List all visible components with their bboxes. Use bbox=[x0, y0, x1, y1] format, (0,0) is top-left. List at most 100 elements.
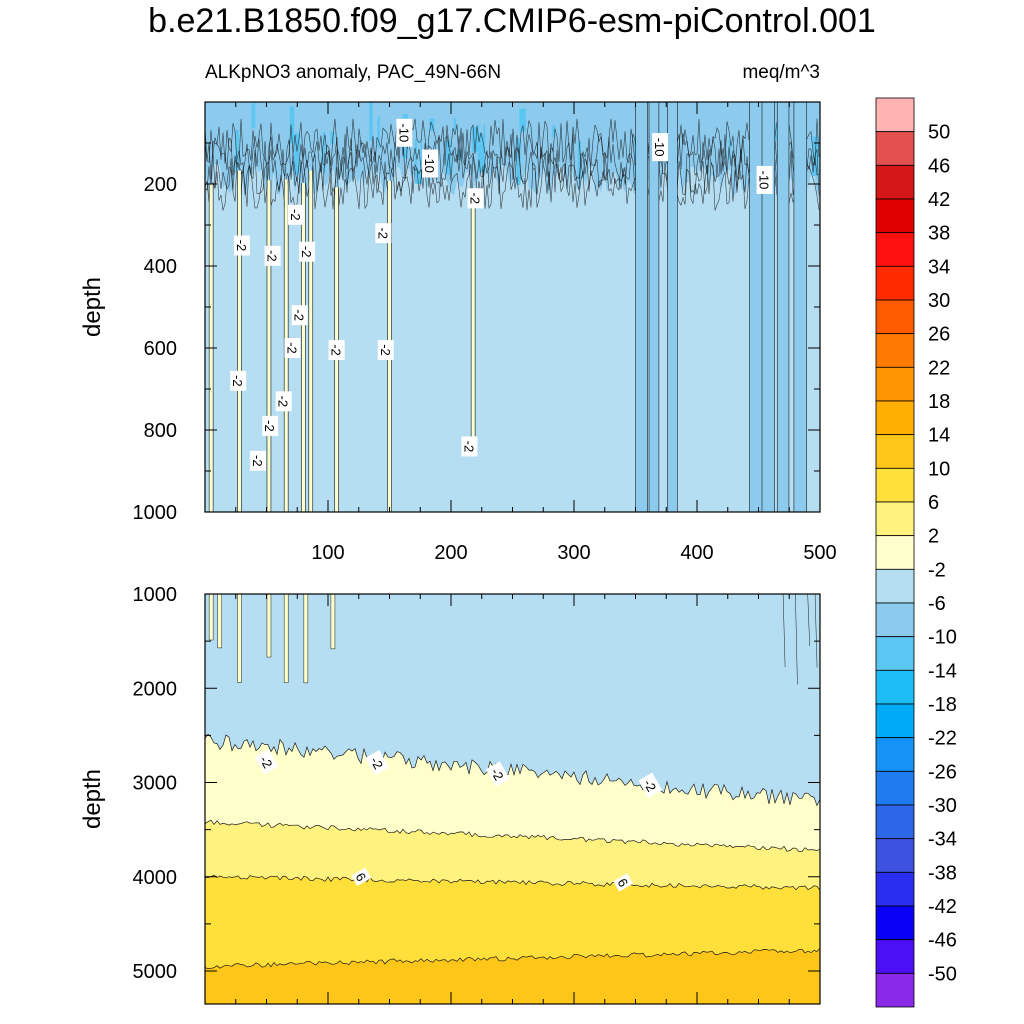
colorbar-label: 42 bbox=[928, 189, 950, 211]
colorbar-label: 30 bbox=[928, 290, 950, 312]
surface-patch bbox=[552, 124, 556, 138]
contour-line bbox=[205, 132, 820, 183]
colorbar-label: 34 bbox=[928, 256, 950, 278]
lower-panel: -2 -2 -2 -2 6 6 1000 2000 3000 4000 5000 depth bbox=[79, 584, 821, 1005]
colorbar-label: -50 bbox=[928, 963, 957, 985]
contour-line bbox=[795, 594, 798, 685]
yellow-streak bbox=[471, 192, 475, 439]
contour-label-text: -2 bbox=[299, 246, 314, 258]
lower-field bbox=[205, 594, 820, 1004]
contour-label-box bbox=[365, 750, 390, 776]
contour-label-box bbox=[249, 450, 266, 471]
contour-label-box bbox=[638, 772, 663, 798]
blue-streak bbox=[667, 102, 678, 512]
contour-label: -2 bbox=[291, 305, 308, 326]
y-tick-label: 1000 bbox=[133, 502, 178, 524]
colorbar-label: 50 bbox=[928, 122, 950, 144]
surface-patch bbox=[251, 103, 256, 129]
surface-patch bbox=[453, 118, 457, 132]
contour-label-box bbox=[288, 204, 304, 225]
blue-streak bbox=[635, 102, 648, 512]
contour-label-text: -10 bbox=[396, 123, 411, 142]
colorbar-label: -46 bbox=[928, 930, 957, 952]
contour-label: -2 bbox=[233, 235, 250, 256]
contour-label: -10 bbox=[422, 149, 439, 178]
colorbar-swatch bbox=[875, 501, 915, 537]
surface-patch bbox=[478, 110, 484, 134]
surface-patch bbox=[471, 126, 479, 152]
surface-patch bbox=[369, 102, 373, 141]
contour-label-text: -2 bbox=[284, 342, 299, 354]
upper-panel: -10 -10 -10 -10 -2 -2 -2 -2 -2 -2 -2 -2 -2 -2 -2 -2 -2 -2… bbox=[79, 101, 837, 564]
yellow-streak bbox=[309, 170, 313, 512]
blue-streak bbox=[761, 102, 775, 512]
contour-line bbox=[782, 594, 786, 668]
contour-label: -2 bbox=[638, 772, 663, 798]
colorbar-swatch bbox=[875, 198, 915, 234]
colorbar-swatch bbox=[875, 131, 915, 166]
variable-label: ALKpNO3 anomaly, PAC_49N-66N bbox=[205, 62, 502, 83]
contour-label: -2 bbox=[249, 450, 266, 471]
contour-label: -10 bbox=[396, 118, 413, 147]
surface-patch bbox=[771, 124, 781, 141]
surface-patch bbox=[576, 124, 579, 166]
colorbar-swatch bbox=[875, 804, 915, 840]
x-tick-label: 300 bbox=[557, 542, 590, 564]
yellow-streak bbox=[237, 170, 241, 512]
colorbar-swatch bbox=[875, 535, 915, 570]
surface-patch bbox=[377, 116, 380, 149]
yellow-streak bbox=[208, 594, 214, 641]
colorbar-label: 2 bbox=[928, 526, 939, 548]
colorbar-swatch bbox=[875, 871, 915, 907]
contour-label-text: -2 bbox=[262, 420, 277, 432]
contour-label: -10 bbox=[756, 165, 773, 194]
contour-label-text: -10 bbox=[422, 154, 437, 173]
surface-patch bbox=[289, 106, 299, 144]
contour-label: -2 bbox=[485, 761, 510, 787]
contour-label: -2 bbox=[375, 223, 392, 244]
surface-patch bbox=[294, 106, 300, 134]
yellow-streak bbox=[303, 594, 309, 684]
surface-patch bbox=[330, 131, 335, 144]
colorbar-swatch bbox=[875, 366, 915, 402]
colorbar-label: -18 bbox=[928, 694, 957, 716]
blue-streak bbox=[649, 102, 659, 512]
surface-patch bbox=[598, 121, 602, 141]
contour-label-box bbox=[262, 415, 279, 436]
colorbar-swatch bbox=[875, 770, 915, 806]
surface-patch bbox=[525, 137, 533, 155]
contour-label-box bbox=[351, 867, 372, 886]
surface-patch bbox=[589, 110, 596, 138]
y-axis-label: depth bbox=[79, 277, 106, 337]
contour-label: -2 bbox=[461, 436, 478, 457]
colorbar-swatch bbox=[875, 669, 915, 705]
yellow-streak bbox=[266, 594, 272, 658]
surface-patch bbox=[577, 141, 581, 180]
contour-label-text: -2 bbox=[468, 193, 483, 205]
contour-label-box bbox=[422, 149, 439, 178]
contour-label-box bbox=[652, 133, 669, 162]
contour-line bbox=[205, 146, 820, 198]
surface-patch bbox=[322, 131, 326, 174]
colorbar-label: 46 bbox=[928, 155, 950, 177]
y-tick-label: 3000 bbox=[133, 773, 178, 795]
contour-label-box bbox=[264, 245, 281, 266]
contour-label: -2 bbox=[284, 338, 301, 358]
surface-patch bbox=[450, 104, 455, 140]
blue-streak bbox=[793, 102, 807, 512]
contour-label-box bbox=[377, 340, 394, 360]
colorbar-label: 14 bbox=[928, 425, 950, 447]
colorbar-swatch bbox=[875, 602, 915, 638]
colorbar-label: -6 bbox=[928, 593, 946, 615]
surface-patch bbox=[276, 141, 281, 186]
y-tick-label: 4000 bbox=[133, 867, 178, 889]
colorbar-label: 6 bbox=[928, 492, 939, 514]
contour-label-text: -2 bbox=[378, 344, 393, 356]
contour-label: -2 bbox=[365, 750, 390, 776]
colorbar-swatch bbox=[875, 703, 915, 739]
colorbar-swatch bbox=[875, 232, 915, 267]
surface-patch bbox=[336, 134, 343, 155]
y-tick-label: 200 bbox=[144, 174, 177, 196]
blue-streak bbox=[777, 102, 789, 512]
